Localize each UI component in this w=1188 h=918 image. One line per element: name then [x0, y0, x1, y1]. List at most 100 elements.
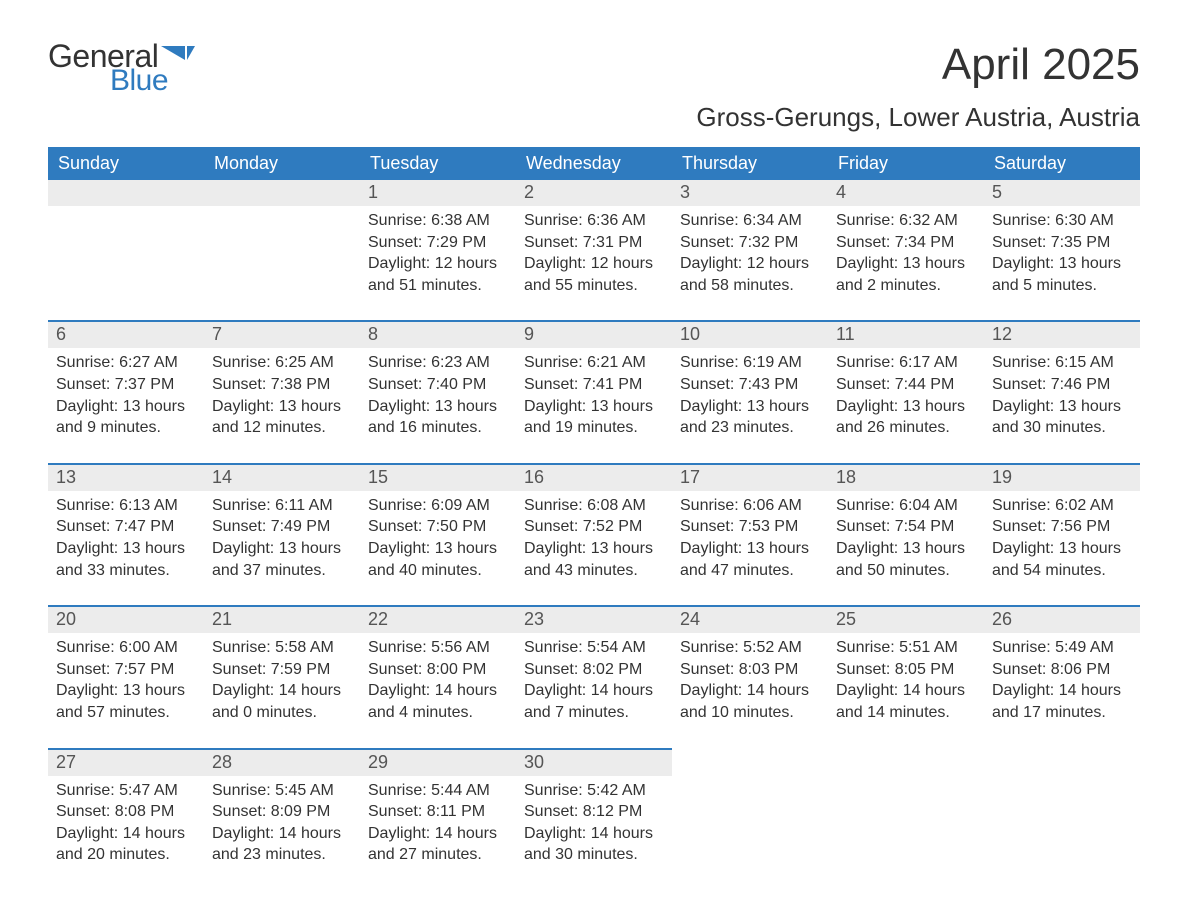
calendar-cell: 25Sunrise: 5:51 AMSunset: 8:05 PMDayligh…: [828, 606, 984, 748]
calendar-cell: 13Sunrise: 6:13 AMSunset: 7:47 PMDayligh…: [48, 464, 204, 606]
calendar-cell: 17Sunrise: 6:06 AMSunset: 7:53 PMDayligh…: [672, 464, 828, 606]
sunset-text: Sunset: 8:00 PM: [368, 659, 508, 681]
calendar-cell: [672, 749, 828, 890]
day-details: Sunrise: 5:44 AMSunset: 8:11 PMDaylight:…: [360, 776, 516, 890]
calendar-cell: 4 Sunrise: 6:32 AMSunset: 7:34 PMDaylight…: [828, 180, 984, 321]
daylight-text: Daylight: 13 hours and 33 minutes.: [56, 538, 196, 581]
calendar-cell: [984, 749, 1140, 890]
day-number: 18: [828, 465, 984, 491]
calendar-week-row: 27Sunrise: 5:47 AMSunset: 8:08 PMDayligh…: [48, 749, 1140, 890]
day-details: Sunrise: 6:15 AMSunset: 7:46 PMDaylight:…: [984, 348, 1140, 462]
daylight-text: Daylight: 13 hours and 23 minutes.: [680, 396, 820, 439]
weekday-header: Thursday: [672, 147, 828, 180]
day-details: Sunrise: 6:36 AMSunset: 7:31 PMDaylight:…: [516, 206, 672, 320]
daylight-text: Daylight: 13 hours and 2 minutes.: [836, 253, 976, 296]
day-number: 29: [360, 750, 516, 776]
daylight-text: Daylight: 14 hours and 20 minutes.: [56, 823, 196, 866]
daylight-text: Daylight: 14 hours and 27 minutes.: [368, 823, 508, 866]
day-number: 1: [360, 180, 516, 206]
day-number: 22: [360, 607, 516, 633]
daylight-text: Daylight: 14 hours and 17 minutes.: [992, 680, 1132, 723]
calendar-week-row: 6Sunrise: 6:27 AMSunset: 7:37 PMDaylight…: [48, 321, 1140, 463]
day-details: Sunrise: 6:19 AMSunset: 7:43 PMDaylight:…: [672, 348, 828, 462]
sunset-text: Sunset: 8:12 PM: [524, 801, 664, 823]
sunset-text: Sunset: 7:44 PM: [836, 374, 976, 396]
calendar-cell: 11Sunrise: 6:17 AMSunset: 7:44 PMDayligh…: [828, 321, 984, 463]
sunrise-text: Sunrise: 6:08 AM: [524, 495, 664, 517]
daylight-text: Daylight: 13 hours and 37 minutes.: [212, 538, 352, 581]
sunset-text: Sunset: 7:50 PM: [368, 516, 508, 538]
calendar-cell: 30Sunrise: 5:42 AMSunset: 8:12 PMDayligh…: [516, 749, 672, 890]
day-details: [48, 206, 204, 308]
daylight-text: Daylight: 14 hours and 4 minutes.: [368, 680, 508, 723]
sunset-text: Sunset: 7:43 PM: [680, 374, 820, 396]
sunrise-text: Sunrise: 6:19 AM: [680, 352, 820, 374]
sunrise-text: Sunrise: 6:04 AM: [836, 495, 976, 517]
calendar-cell: 14Sunrise: 6:11 AMSunset: 7:49 PMDayligh…: [204, 464, 360, 606]
day-details: Sunrise: 6:30 AMSunset: 7:35 PMDaylight:…: [984, 206, 1140, 320]
day-details: Sunrise: 5:42 AMSunset: 8:12 PMDaylight:…: [516, 776, 672, 890]
calendar-table: SundayMondayTuesdayWednesdayThursdayFrid…: [48, 147, 1140, 890]
daylight-text: Daylight: 13 hours and 43 minutes.: [524, 538, 664, 581]
sunset-text: Sunset: 7:34 PM: [836, 232, 976, 254]
sunset-text: Sunset: 7:32 PM: [680, 232, 820, 254]
sunset-text: Sunset: 8:09 PM: [212, 801, 352, 823]
day-number: 21: [204, 607, 360, 633]
calendar-cell: 28Sunrise: 5:45 AMSunset: 8:09 PMDayligh…: [204, 749, 360, 890]
day-number: 2: [516, 180, 672, 206]
day-number: 20: [48, 607, 204, 633]
sunrise-text: Sunrise: 6:34 AM: [680, 210, 820, 232]
weekday-header: Saturday: [984, 147, 1140, 180]
day-details: Sunrise: 5:47 AMSunset: 8:08 PMDaylight:…: [48, 776, 204, 890]
day-number: 3: [672, 180, 828, 206]
day-number: 27: [48, 750, 204, 776]
daylight-text: Daylight: 14 hours and 14 minutes.: [836, 680, 976, 723]
daylight-text: Daylight: 13 hours and 19 minutes.: [524, 396, 664, 439]
day-number: 26: [984, 607, 1140, 633]
sunset-text: Sunset: 8:08 PM: [56, 801, 196, 823]
sunrise-text: Sunrise: 6:00 AM: [56, 637, 196, 659]
calendar-cell: 27Sunrise: 5:47 AMSunset: 8:08 PMDayligh…: [48, 749, 204, 890]
weekday-header: Friday: [828, 147, 984, 180]
sunrise-text: Sunrise: 6:32 AM: [836, 210, 976, 232]
calendar-body: 1Sunrise: 6:38 AMSunset: 7:29 PMDaylight…: [48, 180, 1140, 890]
day-number: 12: [984, 322, 1140, 348]
daylight-text: Daylight: 13 hours and 26 minutes.: [836, 396, 976, 439]
location-subtitle: Gross-Gerungs, Lower Austria, Austria: [48, 102, 1140, 133]
day-number: 10: [672, 322, 828, 348]
daylight-text: Daylight: 13 hours and 40 minutes.: [368, 538, 508, 581]
day-number: 17: [672, 465, 828, 491]
daylight-text: Daylight: 13 hours and 57 minutes.: [56, 680, 196, 723]
sunrise-text: Sunrise: 6:38 AM: [368, 210, 508, 232]
day-details: Sunrise: 5:56 AMSunset: 8:00 PMDaylight:…: [360, 633, 516, 747]
day-details: Sunrise: 6:21 AMSunset: 7:41 PMDaylight:…: [516, 348, 672, 462]
sunrise-text: Sunrise: 6:25 AM: [212, 352, 352, 374]
daylight-text: Daylight: 12 hours and 51 minutes.: [368, 253, 508, 296]
day-number: [828, 750, 984, 776]
day-number: 6: [48, 322, 204, 348]
sunset-text: Sunset: 7:29 PM: [368, 232, 508, 254]
day-details: Sunrise: 6:13 AMSunset: 7:47 PMDaylight:…: [48, 491, 204, 605]
sunrise-text: Sunrise: 5:54 AM: [524, 637, 664, 659]
day-details: Sunrise: 6:04 AMSunset: 7:54 PMDaylight:…: [828, 491, 984, 605]
daylight-text: Daylight: 14 hours and 30 minutes.: [524, 823, 664, 866]
day-details: Sunrise: 6:23 AMSunset: 7:40 PMDaylight:…: [360, 348, 516, 462]
day-number: 24: [672, 607, 828, 633]
sunrise-text: Sunrise: 5:56 AM: [368, 637, 508, 659]
sunrise-text: Sunrise: 5:49 AM: [992, 637, 1132, 659]
day-details: Sunrise: 5:45 AMSunset: 8:09 PMDaylight:…: [204, 776, 360, 890]
sunrise-text: Sunrise: 6:36 AM: [524, 210, 664, 232]
day-number: 25: [828, 607, 984, 633]
day-details: Sunrise: 6:27 AMSunset: 7:37 PMDaylight:…: [48, 348, 204, 462]
sunset-text: Sunset: 7:54 PM: [836, 516, 976, 538]
sunrise-text: Sunrise: 5:44 AM: [368, 780, 508, 802]
calendar-cell: 6Sunrise: 6:27 AMSunset: 7:37 PMDaylight…: [48, 321, 204, 463]
sunrise-text: Sunrise: 5:42 AM: [524, 780, 664, 802]
day-details: Sunrise: 6:11 AMSunset: 7:49 PMDaylight:…: [204, 491, 360, 605]
day-details: Sunrise: 6:09 AMSunset: 7:50 PMDaylight:…: [360, 491, 516, 605]
day-number: 4: [828, 180, 984, 206]
day-number: 11: [828, 322, 984, 348]
day-number: 28: [204, 750, 360, 776]
day-number: 14: [204, 465, 360, 491]
sunset-text: Sunset: 7:31 PM: [524, 232, 664, 254]
